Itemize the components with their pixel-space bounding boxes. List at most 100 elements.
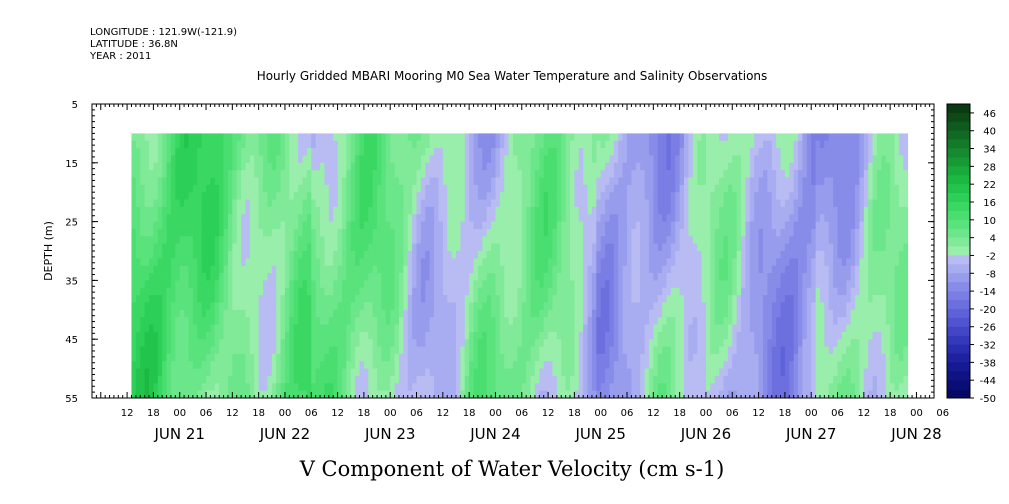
heatmap-cell: [280, 243, 286, 252]
heatmap-cell: [179, 368, 185, 377]
heatmap-cell: [188, 221, 194, 230]
heatmap-cell: [526, 302, 531, 311]
heatmap-cell: [653, 199, 659, 208]
heatmap-cell: [583, 162, 588, 171]
heatmap-cell: [552, 346, 558, 355]
heatmap-cell: [666, 339, 672, 347]
heatmap-cell: [556, 339, 562, 347]
heatmap-cell: [530, 383, 536, 392]
heatmap-cell: [705, 251, 711, 259]
heatmap-cell: [662, 199, 667, 208]
heatmap-cell: [368, 162, 374, 171]
heatmap-cell: [311, 133, 317, 142]
heatmap-cell: [280, 162, 286, 171]
heatmap-cell: [587, 309, 593, 318]
heatmap-cell: [206, 317, 211, 325]
heatmap-cell: [350, 287, 356, 296]
heatmap-cell: [162, 265, 167, 274]
heatmap-cell: [258, 155, 264, 164]
heatmap-cell: [241, 375, 246, 384]
heatmap-cell: [210, 346, 216, 355]
heatmap-cell: [526, 280, 531, 289]
heatmap-cell: [175, 199, 181, 208]
heatmap-cell: [447, 317, 453, 325]
heatmap-cell: [513, 361, 518, 369]
heatmap-cell: [249, 184, 255, 193]
heatmap-cell: [341, 265, 347, 274]
heatmap-cell: [486, 353, 492, 362]
heatmap-cell: [561, 317, 567, 325]
heatmap-cell: [429, 287, 435, 296]
heatmap-cell: [666, 353, 672, 362]
heatmap-cell: [403, 170, 409, 178]
heatmap-cell: [627, 302, 632, 311]
heatmap-cell: [245, 390, 251, 399]
heatmap-cell: [363, 221, 369, 230]
heatmap-cell: [140, 221, 146, 230]
heatmap-cell: [249, 324, 255, 333]
heatmap-cell: [491, 221, 496, 230]
heatmap-cell: [640, 375, 645, 384]
heatmap-cell: [692, 133, 698, 142]
heatmap-cell: [464, 177, 470, 186]
heatmap-cell: [622, 251, 628, 259]
heatmap-cell: [438, 383, 444, 392]
heatmap-cell: [420, 346, 426, 355]
heatmap-cell: [442, 265, 448, 274]
heatmap-cell: [157, 331, 163, 340]
heatmap-cell: [162, 162, 167, 171]
heatmap-cell: [403, 302, 409, 311]
heatmap-cell: [644, 133, 650, 142]
heatmap-cell: [548, 251, 553, 259]
heatmap-cell: [521, 214, 527, 222]
heatmap-cell: [206, 375, 211, 384]
heatmap-cell: [705, 295, 711, 303]
heatmap-cell: [403, 331, 409, 340]
heatmap-cell: [341, 243, 347, 252]
heatmap-cell: [263, 265, 268, 274]
heatmap-cell: [613, 287, 619, 296]
heatmap-cell: [157, 192, 163, 200]
heatmap-cell: [201, 302, 207, 311]
heatmap-cell: [162, 317, 167, 325]
heatmap-cell: [236, 368, 242, 377]
heatmap-cell: [447, 331, 453, 340]
heatmap-cell: [324, 177, 330, 186]
heatmap-cell: [363, 140, 369, 149]
heatmap-cell: [434, 339, 439, 347]
heatmap-cell: [162, 192, 167, 200]
heatmap-cell: [227, 302, 233, 311]
heatmap-cell: [201, 317, 207, 325]
heatmap-cell: [249, 177, 255, 186]
heatmap-cell: [469, 199, 474, 208]
heatmap-cell: [346, 295, 352, 303]
heatmap-cell: [359, 221, 365, 230]
heatmap-cell: [583, 273, 588, 281]
heatmap-cell: [131, 368, 137, 377]
heatmap-cell: [495, 361, 501, 369]
heatmap-cell: [640, 368, 645, 377]
heatmap-cell: [420, 140, 426, 149]
heatmap-cell: [464, 258, 470, 267]
heatmap-cell: [714, 346, 720, 355]
heatmap-cell: [517, 273, 523, 281]
heatmap-cell: [153, 177, 159, 186]
heatmap-cell: [570, 206, 575, 215]
heatmap-cell: [162, 170, 167, 178]
heatmap-cell: [341, 258, 347, 267]
heatmap-cell: [460, 273, 466, 281]
heatmap-cell: [596, 368, 602, 377]
heatmap-cell: [337, 148, 343, 156]
heatmap-cell: [377, 258, 382, 267]
heatmap-cell: [412, 309, 417, 318]
heatmap-cell: [162, 140, 167, 149]
heatmap-cell: [140, 184, 146, 193]
heatmap-cell: [394, 192, 400, 200]
heatmap-cell: [214, 148, 220, 156]
heatmap-cell: [403, 140, 409, 149]
heatmap-cell: [627, 273, 632, 281]
heatmap-cell: [526, 162, 531, 171]
heatmap-cell: [504, 273, 510, 281]
heatmap-cell: [368, 228, 374, 237]
heatmap-cell: [539, 295, 545, 303]
